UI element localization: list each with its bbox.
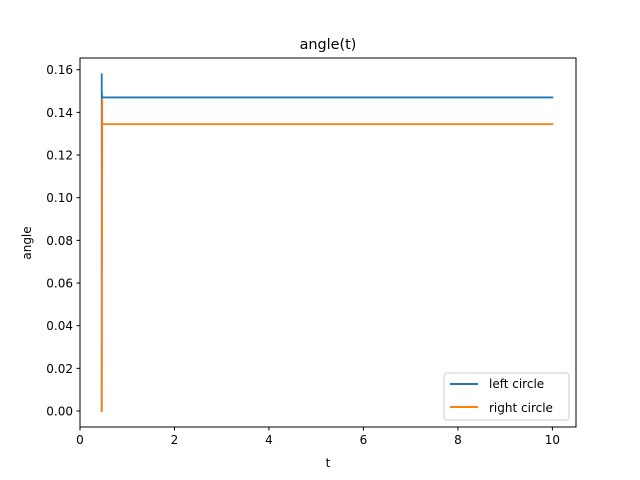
y-tick-label: 0.16 — [46, 63, 73, 77]
plot-area — [79, 57, 577, 428]
x-tick-label: 6 — [360, 433, 368, 447]
x-axis-label: t — [326, 456, 331, 470]
y-tick-label: 0.04 — [46, 319, 73, 333]
x-axis-ticks: 0 2 4 6 8 10 — [76, 427, 560, 447]
legend-label-left-circle: left circle — [489, 377, 544, 391]
y-tick-label: 0.14 — [46, 106, 73, 120]
chart-title: angle(t) — [300, 37, 357, 53]
legend: left circle right circle — [443, 372, 570, 421]
x-tick-label: 8 — [454, 433, 462, 447]
series-line-left-circle — [100, 73, 554, 412]
x-tick-label: 0 — [76, 433, 84, 447]
y-tick-label: 0.08 — [46, 234, 73, 248]
x-tick-label: 10 — [545, 433, 560, 447]
y-axis-ticks: 0.00 0.02 0.04 0.06 0.08 0.10 0.12 0.14 0.16 — [46, 63, 80, 419]
y-tick-label: 0.02 — [46, 362, 73, 376]
y-tick-label: 0.10 — [46, 191, 73, 205]
y-tick-label: 0.12 — [46, 149, 73, 163]
series-line-right-circle — [100, 98, 554, 412]
y-tick-label: 0.06 — [46, 277, 73, 291]
series-layer — [100, 73, 554, 412]
x-tick-label: 2 — [171, 433, 179, 447]
legend-label-right-circle: right circle — [489, 401, 553, 415]
x-tick-label: 4 — [265, 433, 273, 447]
y-axis-label: angle — [20, 226, 34, 259]
y-tick-label: 0.00 — [46, 405, 73, 419]
